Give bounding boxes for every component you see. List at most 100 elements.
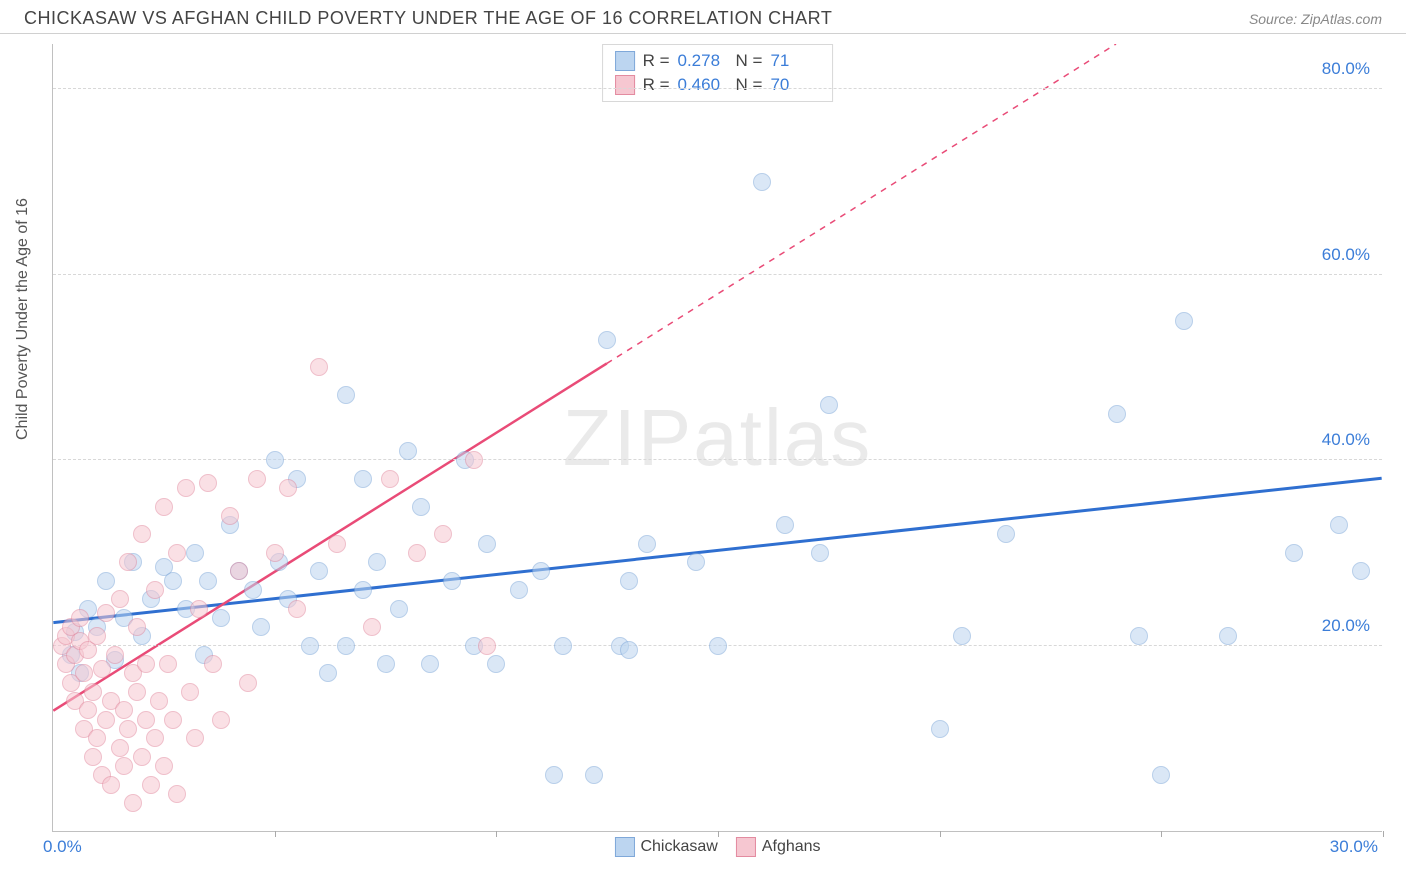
data-point: [1152, 766, 1170, 784]
data-point: [820, 396, 838, 414]
x-axis-start-label: 0.0%: [43, 837, 82, 857]
data-point: [186, 729, 204, 747]
data-point: [421, 655, 439, 673]
n-value: 71: [770, 51, 820, 71]
data-point: [434, 525, 452, 543]
x-tick: [718, 831, 719, 837]
x-tick: [496, 831, 497, 837]
legend-series-label: Afghans: [762, 838, 821, 856]
data-point: [288, 600, 306, 618]
data-point: [310, 358, 328, 376]
data-point: [133, 748, 151, 766]
data-point: [177, 479, 195, 497]
data-point: [368, 553, 386, 571]
n-value: 70: [770, 75, 820, 95]
data-point: [354, 581, 372, 599]
data-point: [186, 544, 204, 562]
data-point: [776, 516, 794, 534]
data-point: [119, 720, 137, 738]
data-point: [230, 562, 248, 580]
data-point: [931, 720, 949, 738]
data-point: [199, 474, 217, 492]
data-point: [146, 581, 164, 599]
data-point: [71, 609, 89, 627]
data-point: [199, 572, 217, 590]
data-point: [111, 739, 129, 757]
data-point: [252, 618, 270, 636]
data-point: [168, 785, 186, 803]
data-point: [133, 525, 151, 543]
data-point: [399, 442, 417, 460]
data-point: [266, 544, 284, 562]
data-point: [443, 572, 461, 590]
data-point: [88, 627, 106, 645]
data-point: [137, 711, 155, 729]
watermark-thin: atlas: [693, 393, 872, 482]
data-point: [638, 535, 656, 553]
data-point: [221, 507, 239, 525]
x-tick: [1161, 831, 1162, 837]
gridline-h: [53, 459, 1382, 460]
data-point: [79, 701, 97, 719]
data-point: [181, 683, 199, 701]
data-point: [159, 655, 177, 673]
data-point: [554, 637, 572, 655]
data-point: [390, 600, 408, 618]
data-point: [1219, 627, 1237, 645]
data-point: [753, 173, 771, 191]
y-tick-label: 80.0%: [1322, 59, 1370, 79]
data-point: [84, 748, 102, 766]
data-point: [953, 627, 971, 645]
data-point: [412, 498, 430, 516]
data-point: [620, 641, 638, 659]
r-label: R =: [643, 51, 670, 71]
r-label: R =: [643, 75, 670, 95]
data-point: [328, 535, 346, 553]
data-point: [190, 600, 208, 618]
data-point: [97, 711, 115, 729]
data-point: [301, 637, 319, 655]
legend-swatch: [614, 837, 634, 857]
data-point: [266, 451, 284, 469]
data-point: [310, 562, 328, 580]
data-point: [111, 590, 129, 608]
data-point: [319, 664, 337, 682]
data-point: [363, 618, 381, 636]
data-point: [248, 470, 266, 488]
data-point: [115, 757, 133, 775]
r-value: 0.460: [678, 75, 728, 95]
legend-series-label: Chickasaw: [640, 838, 717, 856]
y-axis-label: Child Poverty Under the Age of 16: [14, 198, 32, 440]
data-point: [709, 637, 727, 655]
data-point: [150, 692, 168, 710]
data-point: [532, 562, 550, 580]
data-point: [811, 544, 829, 562]
legend-series-item: Chickasaw: [614, 837, 717, 857]
data-point: [119, 553, 137, 571]
data-point: [106, 646, 124, 664]
data-point: [1352, 562, 1370, 580]
data-point: [88, 729, 106, 747]
y-tick-label: 60.0%: [1322, 245, 1370, 265]
r-value: 0.278: [678, 51, 728, 71]
trend-lines-layer: [53, 44, 1382, 831]
chart-title: CHICKASAW VS AFGHAN CHILD POVERTY UNDER …: [24, 8, 832, 29]
legend-swatch: [615, 51, 635, 71]
data-point: [408, 544, 426, 562]
data-point: [687, 553, 705, 571]
data-point: [102, 776, 120, 794]
legend-correlation-row: R =0.460N =70: [615, 73, 821, 97]
source-label: Source: ZipAtlas.com: [1249, 11, 1382, 27]
data-point: [168, 544, 186, 562]
gridline-h: [53, 88, 1382, 89]
data-point: [93, 660, 111, 678]
gridline-h: [53, 274, 1382, 275]
n-label: N =: [736, 51, 763, 71]
data-point: [244, 581, 262, 599]
data-point: [487, 655, 505, 673]
data-point: [585, 766, 603, 784]
chart-header: CHICKASAW VS AFGHAN CHILD POVERTY UNDER …: [0, 0, 1406, 34]
series-legend: Chickasaw Afghans: [614, 837, 820, 857]
data-point: [337, 637, 355, 655]
scatter-chart: ZIPatlas R =0.278N =71R =0.460N =70 Chic…: [52, 44, 1382, 832]
